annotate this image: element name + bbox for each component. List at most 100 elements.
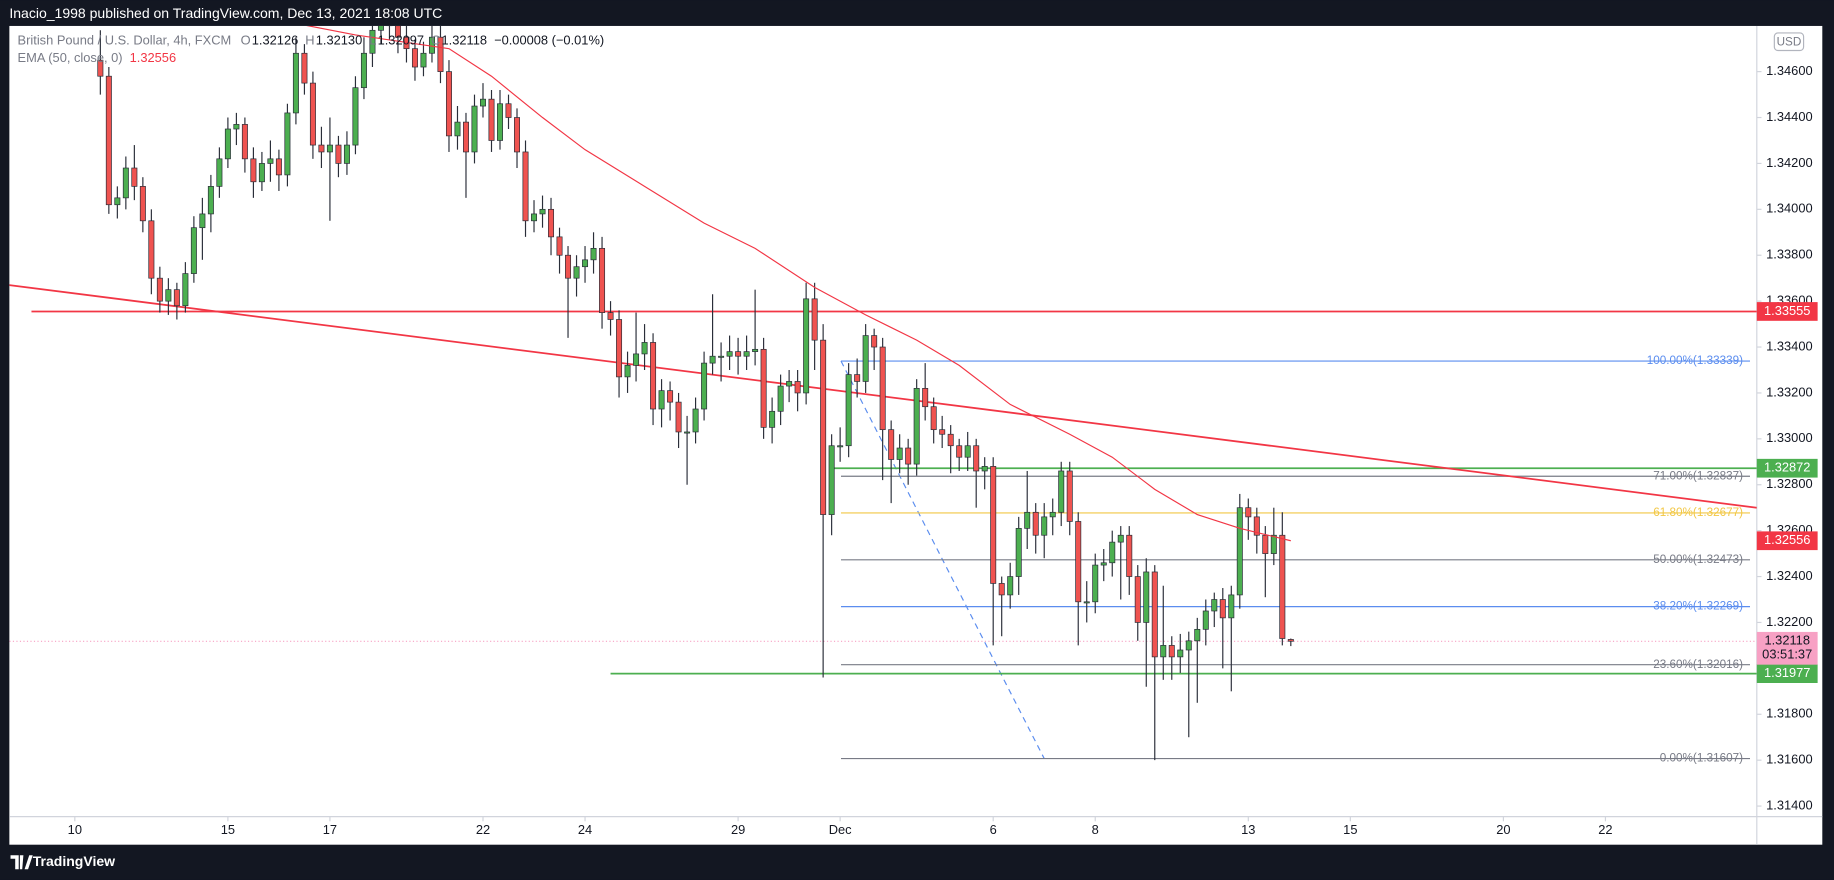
candle-body (318, 144, 325, 153)
y-tick-label: 1.32800 (1766, 476, 1812, 491)
candle-body (837, 445, 844, 448)
candle-body (131, 167, 138, 187)
candle-body (1066, 470, 1073, 522)
candle-body (233, 124, 240, 130)
price-tag: 1.32872 (1764, 460, 1810, 475)
ema-tag: 1.32556 (1764, 532, 1810, 547)
candle-body (803, 298, 810, 394)
plot: 100.00%(1.33339) 71.00%(1.32837) 61.80%(1.… (9, 25, 1757, 765)
currency[interactable]: USD (1777, 35, 1802, 48)
ohlc-value: 1.32097 (378, 33, 424, 48)
candle-body (216, 158, 223, 187)
candle-body (437, 36, 444, 72)
y-tick-label: 1.31400 (1766, 797, 1812, 812)
candle-body (811, 298, 818, 341)
fib-label: 100.00%(1.33339) (1647, 354, 1743, 367)
candle-body (199, 213, 206, 229)
candle-body (1177, 649, 1184, 658)
candle-body (794, 381, 801, 394)
candle-body (148, 220, 155, 279)
candle-body (531, 213, 538, 222)
candle-body (1194, 628, 1201, 642)
ema-line (305, 25, 1291, 542)
candle-body (582, 259, 589, 268)
change: −0.00008 (−0.01%) (494, 33, 604, 48)
candle-body (675, 401, 682, 433)
candle-body (1117, 534, 1124, 543)
currency-box[interactable] (1773, 32, 1805, 52)
candle-body (633, 353, 640, 366)
candle-body (139, 186, 146, 222)
candle-body (190, 227, 197, 274)
byline: Inacio_1998 published on TradingView.com… (9, 5, 442, 21)
x-tick-label: 15 (221, 822, 235, 837)
fib-label: 71.00%(1.32837) (1653, 469, 1743, 482)
x-tick-label: 29 (731, 822, 745, 837)
candle-body (1058, 470, 1065, 513)
candle-body (352, 87, 359, 146)
x-tick-label: 22 (1598, 822, 1612, 837)
y-tick-label: 1.34000 (1766, 201, 1812, 216)
candle-body (879, 346, 886, 431)
candle-body (105, 75, 112, 206)
candle-body (820, 339, 827, 515)
candle-body (667, 390, 674, 403)
candle-body (905, 447, 912, 465)
candle-body (284, 112, 291, 176)
candle-body (888, 429, 895, 460)
candle-body (692, 408, 699, 433)
candle-body (590, 247, 597, 261)
x-tick-label: 17 (323, 822, 337, 837)
candle-body (1245, 507, 1252, 518)
candle-body (1126, 534, 1133, 577)
fib-label: 61.80%(1.32677) (1653, 506, 1743, 519)
ohlc-value: 1.32126 (252, 33, 298, 48)
candle-body (913, 387, 920, 465)
candle-body (454, 121, 461, 137)
candle-body (369, 29, 376, 54)
candle-body (97, 59, 104, 77)
candle-body (1007, 576, 1014, 596)
x-tick-label: 15 (1343, 822, 1357, 837)
candle-body (114, 197, 121, 206)
candle-body (624, 365, 631, 378)
candle-body (156, 277, 163, 302)
candle-body (258, 163, 265, 183)
candle-body (1287, 639, 1294, 642)
candle-body (616, 319, 623, 378)
y-tick-label: 1.32400 (1766, 568, 1812, 583)
symbol: British Pound / U.S. Dollar, 4h, FXCM (18, 33, 232, 48)
candle-body (896, 447, 903, 460)
x-tick-label: 22 (476, 822, 490, 837)
candle-body (292, 52, 299, 114)
candle-body (684, 431, 691, 434)
candle-body (743, 351, 750, 357)
candle-body (548, 208, 555, 238)
y-tick-label: 1.34400 (1766, 109, 1812, 124)
candle-body (343, 144, 350, 164)
candle-body (871, 335, 878, 348)
candle-body (777, 385, 784, 412)
candle-body (726, 351, 733, 357)
candle-body (207, 186, 214, 215)
candle-body (471, 105, 478, 153)
y-tick-label: 1.32200 (1766, 614, 1812, 629)
candle-body (573, 266, 580, 279)
price-tag: 1.31977 (1764, 665, 1810, 680)
candle-body (1253, 516, 1260, 536)
ohlc-key: C (431, 33, 440, 48)
candle-body (1236, 507, 1243, 596)
candle-body (488, 98, 495, 141)
ema-tag-bg (1756, 531, 1818, 551)
ohlc-value: 1.32118 (442, 33, 488, 48)
candle-body (497, 103, 503, 141)
fib-label: 23.60%(1.32016) (1653, 658, 1743, 671)
candle-body (752, 348, 759, 352)
x-tick-label: 24 (578, 822, 592, 837)
x-tick-label: 13 (1241, 822, 1255, 837)
candle-body (539, 208, 546, 215)
candle-body (420, 52, 427, 68)
candle-body (709, 355, 716, 364)
candle-body (956, 445, 963, 458)
